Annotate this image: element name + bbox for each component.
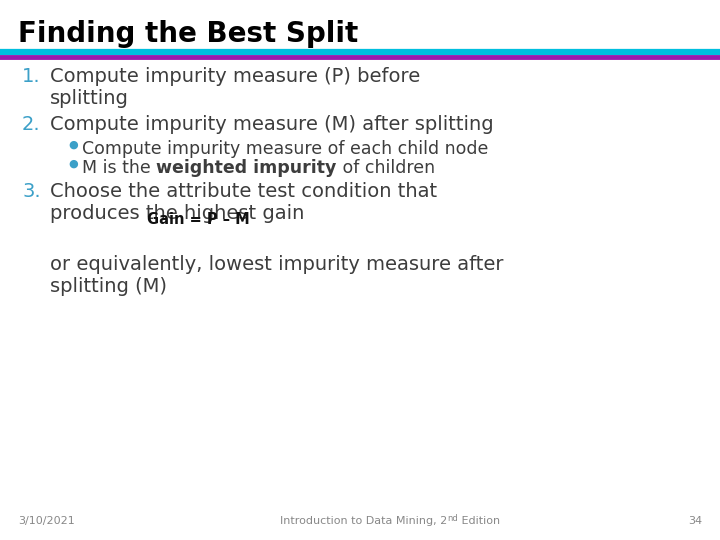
Text: Gain = P – M: Gain = P – M	[147, 212, 250, 227]
Text: M is the: M is the	[82, 159, 156, 177]
Text: or equivalently, lowest impurity measure after: or equivalently, lowest impurity measure…	[50, 255, 503, 274]
Text: splitting (M): splitting (M)	[50, 277, 167, 296]
Text: Compute impurity measure (P) before: Compute impurity measure (P) before	[50, 67, 420, 86]
Text: 34: 34	[688, 516, 702, 526]
Text: Choose the attribute test condition that: Choose the attribute test condition that	[50, 182, 437, 201]
Text: Edition: Edition	[458, 516, 500, 526]
Text: Introduction to Data Mining, 2: Introduction to Data Mining, 2	[280, 516, 447, 526]
Text: of children: of children	[337, 159, 435, 177]
Text: ●: ●	[68, 159, 78, 169]
Text: Finding the Best Split: Finding the Best Split	[18, 20, 359, 48]
Text: 3.: 3.	[22, 182, 40, 201]
Text: nd: nd	[447, 514, 458, 523]
Text: 3/10/2021: 3/10/2021	[18, 516, 75, 526]
Text: splitting: splitting	[50, 89, 129, 108]
Text: ●: ●	[68, 140, 78, 150]
Text: 2.: 2.	[22, 115, 40, 134]
Text: weighted impurity: weighted impurity	[156, 159, 337, 177]
Text: 1.: 1.	[22, 67, 40, 86]
Text: produces the highest gain: produces the highest gain	[50, 204, 305, 223]
Text: Compute impurity measure (M) after splitting: Compute impurity measure (M) after split…	[50, 115, 494, 134]
Text: Compute impurity measure of each child node: Compute impurity measure of each child n…	[82, 140, 488, 158]
